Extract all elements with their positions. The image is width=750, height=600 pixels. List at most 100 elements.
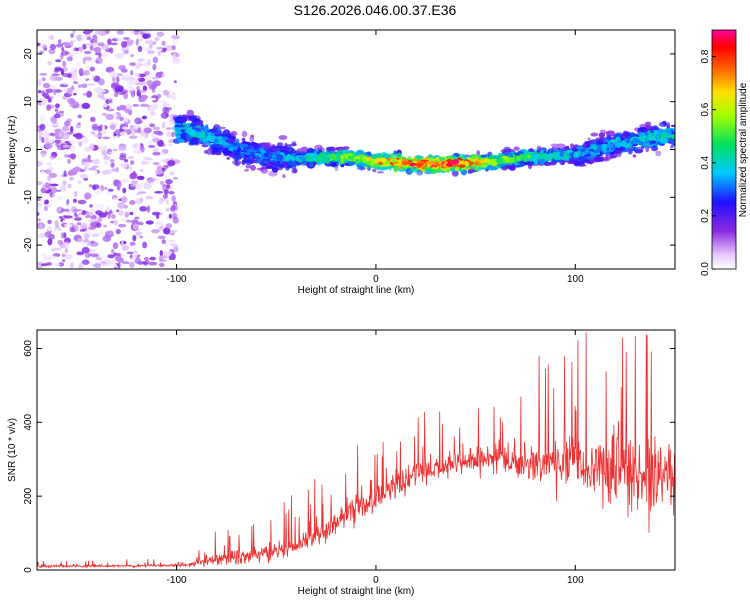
spectrogram-noise-blob xyxy=(49,43,57,51)
spectrogram-noise-blob xyxy=(120,163,128,169)
spectrogram-noise-blob xyxy=(139,169,144,172)
spectrogram-ridge-blob xyxy=(536,145,542,152)
colorbar-tick-label: 0.4 xyxy=(700,155,711,169)
spectrogram-noise-blob xyxy=(156,46,164,50)
spectrogram-core-blob xyxy=(409,162,417,166)
spectrogram-ridge-blob xyxy=(269,160,279,165)
spectrogram-noise-blob xyxy=(114,129,121,135)
spectrogram-core-blob xyxy=(522,155,527,160)
spectrogram-ridge-blob xyxy=(414,155,423,159)
spectrogram-noise-blob xyxy=(90,116,96,123)
spectrogram-ridge-blob xyxy=(587,137,591,141)
spectrogram-noise-blob xyxy=(111,168,117,172)
spectrogram-noise-blob xyxy=(105,98,110,105)
spectrogram-noise-blob xyxy=(63,170,67,177)
spectrogram-noise-blob xyxy=(130,53,135,58)
spectrogram-ridge-blob xyxy=(176,127,181,133)
spectrogram-noise-blob xyxy=(149,44,153,49)
spectrogram-noise-blob xyxy=(147,50,155,54)
spectrogram-noise-blob xyxy=(42,38,50,41)
spectrogram-ridge-blob xyxy=(605,155,615,160)
spectrogram-noise-blob xyxy=(91,123,99,131)
spectrogram-noise-blob xyxy=(49,255,58,259)
spectrogram-noise-blob xyxy=(119,104,127,111)
spectrogram-core-blob xyxy=(248,151,255,154)
spectrogram-noise-blob xyxy=(72,167,81,172)
spectrogram-ridge-blob xyxy=(233,155,240,161)
spectrogram-core-blob xyxy=(571,152,574,157)
spectrogram-noise-blob xyxy=(159,100,168,104)
spectrogram-noise-blob xyxy=(64,223,73,228)
spectrogram-noise-blob xyxy=(74,214,79,218)
spectrogram-image xyxy=(37,30,675,269)
spectrogram-ridge-blob xyxy=(374,154,378,160)
spectrogram-noise-blob xyxy=(50,186,57,194)
spectrogram-noise-blob xyxy=(77,84,82,88)
spectrogram-ridge-blob xyxy=(513,146,520,151)
spectrogram-noise-blob xyxy=(134,117,142,125)
spectrogram-noise-blob xyxy=(128,30,134,33)
spectrogram-ridge-blob xyxy=(249,135,255,143)
spectrogram-noise-blob xyxy=(129,200,136,205)
spectrogram-noise-blob xyxy=(73,92,77,96)
spectrogram-noise-blob xyxy=(103,145,107,148)
spectrogram-ridge-blob xyxy=(219,133,228,137)
spectrogram-noise-blob xyxy=(116,134,120,138)
spectrogram-noise-blob xyxy=(82,57,86,65)
spectrogram-noise-blob xyxy=(141,261,148,264)
spectrogram-noise-blob xyxy=(54,67,63,72)
x-tick-label: 0 xyxy=(373,575,379,586)
spectrogram-noise-blob xyxy=(162,103,170,107)
spectrogram-noise-blob xyxy=(61,149,69,153)
spectrogram-noise-blob xyxy=(37,218,42,222)
spectrogram-noise-blob xyxy=(90,253,99,258)
spectrogram-noise-blob xyxy=(129,184,137,188)
spectrogram-ridge-blob xyxy=(226,132,232,138)
y-tick-label: -20 xyxy=(23,237,34,252)
spectrogram-noise-blob xyxy=(78,141,83,147)
spectrogram-noise-blob xyxy=(121,261,130,265)
spectrogram-noise-blob xyxy=(153,148,160,153)
spectrogram-noise-blob xyxy=(106,54,111,58)
spectrogram-noise-blob xyxy=(109,151,113,155)
spectrogram-noise-blob xyxy=(154,191,164,194)
spectrogram-noise-blob xyxy=(77,237,83,243)
spectrogram-noise-blob xyxy=(171,205,176,211)
spectrogram-core-blob xyxy=(642,135,646,140)
spectrogram-core-blob xyxy=(596,147,602,153)
spectrogram-noise-blob xyxy=(148,145,156,148)
spectrogram-noise-blob xyxy=(81,136,89,144)
spectrogram-noise-blob xyxy=(69,176,74,181)
spectrogram-core-blob xyxy=(276,154,283,160)
spectrogram-noise-blob xyxy=(165,107,170,114)
spectrogram-noise-blob xyxy=(96,30,101,35)
spectrogram-noise-blob xyxy=(127,81,136,85)
spectrogram-ridge-blob xyxy=(326,148,330,153)
spectrogram-noise-blob xyxy=(97,78,105,86)
spectrogram-noise-blob xyxy=(162,47,167,52)
spectrogram-ridge-blob xyxy=(241,160,246,166)
spectrogram-ridge-blob xyxy=(309,161,314,168)
spectrogram-noise-blob xyxy=(163,194,168,199)
spectrogram-ridge-blob xyxy=(598,132,606,138)
spectrogram-noise-blob xyxy=(130,256,136,262)
y-tick-label: 10 xyxy=(23,96,34,108)
spectrogram-noise-blob xyxy=(63,241,70,249)
spectrogram-noise-blob xyxy=(97,42,105,47)
spectrogram-noise-blob xyxy=(119,131,128,137)
spectrogram-noise-blob xyxy=(165,179,173,185)
spectrogram-noise-blob xyxy=(152,211,160,216)
spectrogram-noise-blob xyxy=(163,227,171,235)
spectrogram-noise-blob xyxy=(43,255,52,261)
spectrogram-ridge-blob xyxy=(297,148,306,152)
spectrogram-noise-blob xyxy=(44,184,52,189)
spectrogram-noise-blob xyxy=(103,92,112,99)
spectrogram-noise-blob xyxy=(109,47,114,54)
spectrogram-core-blob xyxy=(620,142,626,146)
spectrogram-noise-blob xyxy=(72,30,76,34)
snr-frame xyxy=(36,329,676,571)
spectrogram-noise-blob xyxy=(148,97,157,101)
spectrogram-core-blob xyxy=(201,132,206,138)
spectrogram-core-blob xyxy=(186,129,193,135)
spectrogram-noise-blob xyxy=(74,132,83,140)
